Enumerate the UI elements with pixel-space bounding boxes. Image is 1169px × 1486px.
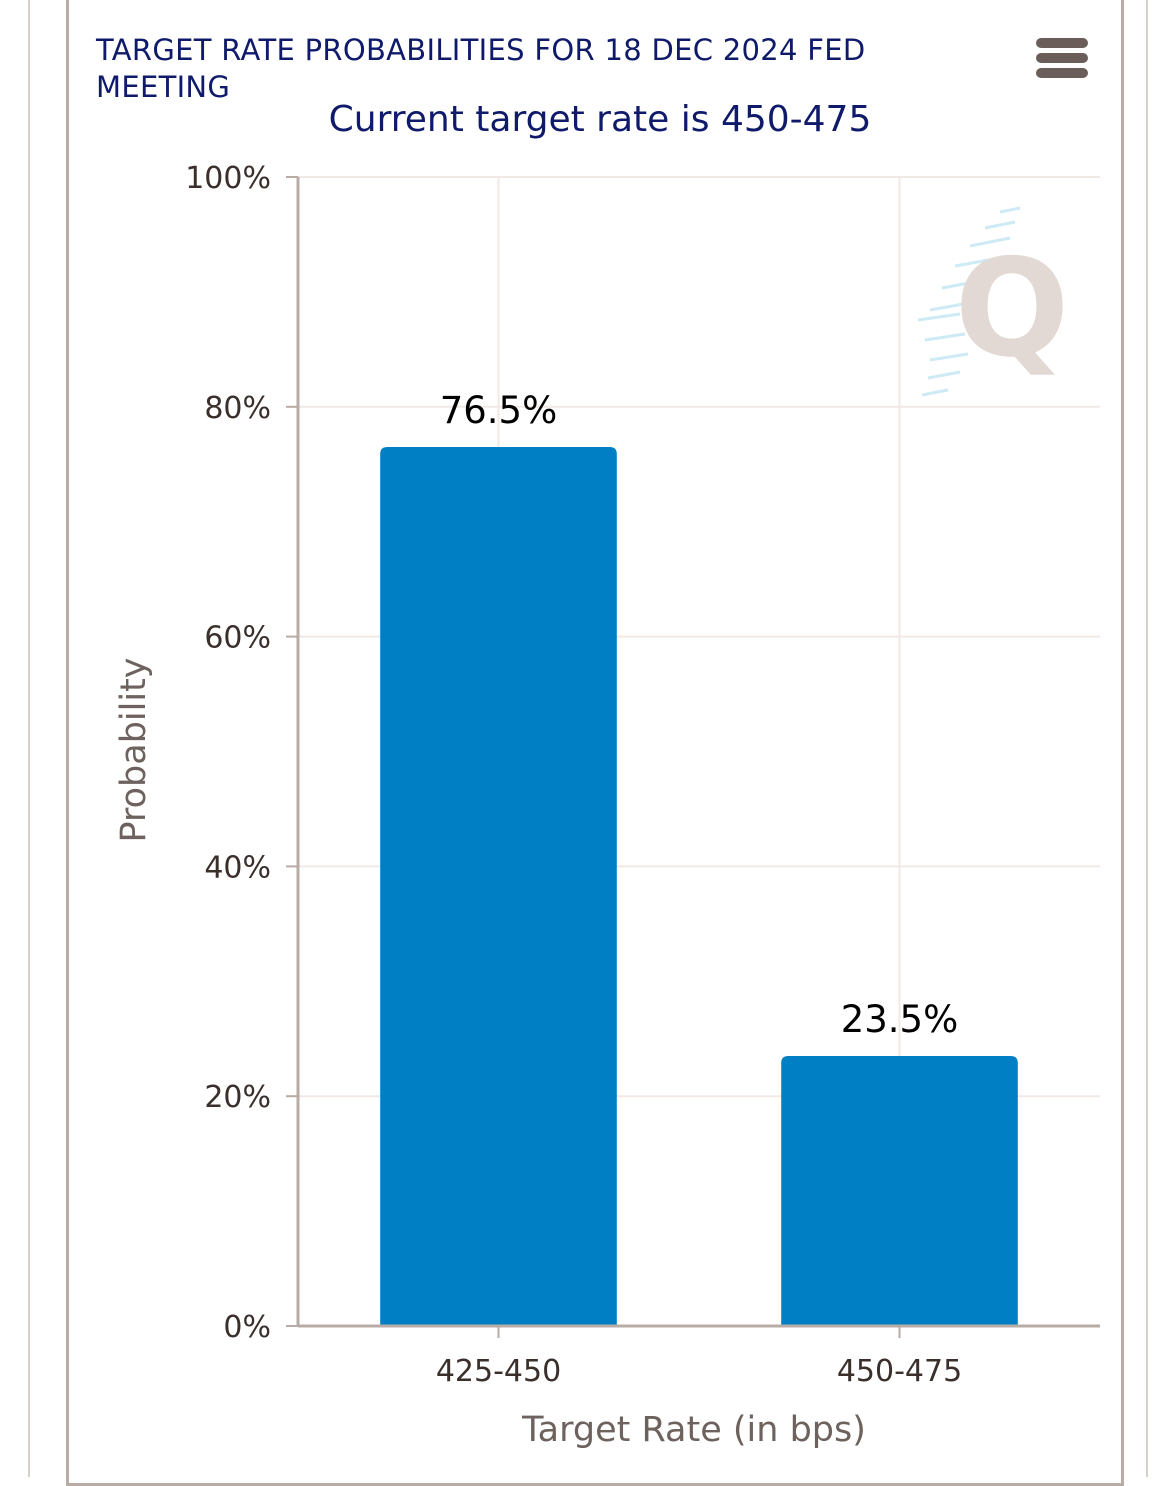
x-tick-label: 425-450 bbox=[436, 1354, 561, 1389]
bar-450-475[interactable] bbox=[781, 1055, 1018, 1326]
bar-425-450[interactable] bbox=[380, 447, 617, 1326]
chart-title: TARGET RATE PROBABILITIES FOR 18 DEC 202… bbox=[96, 33, 866, 104]
x-axis-title: Target Rate (in bps) bbox=[521, 1410, 866, 1450]
watermark-letter: Q bbox=[955, 230, 1070, 387]
axes bbox=[286, 176, 1100, 1338]
menu-bar-bottom bbox=[1036, 68, 1088, 78]
watermark: Q bbox=[917, 206, 1070, 397]
outer-border-right bbox=[1146, 0, 1148, 1477]
y-tick-label: 100% bbox=[185, 161, 271, 196]
y-tick-label: 0% bbox=[223, 1310, 271, 1345]
y-tick-label: 80% bbox=[204, 391, 271, 426]
y-tick-label: 40% bbox=[204, 850, 271, 885]
y-tick-label: 60% bbox=[204, 621, 271, 656]
hamburger-menu-icon[interactable] bbox=[1030, 30, 1094, 86]
x-tick-label: 450-475 bbox=[837, 1354, 962, 1389]
menu-bar-middle bbox=[1036, 53, 1088, 63]
y-tick-label: 20% bbox=[204, 1080, 271, 1115]
bar-data-label: 23.5% bbox=[841, 998, 959, 1041]
watermark-streaks bbox=[917, 206, 1021, 397]
bars bbox=[380, 447, 1018, 1326]
chart-subtitle: Current target rate is 450-475 bbox=[328, 99, 872, 140]
bar-data-label: 76.5% bbox=[440, 389, 558, 432]
outer-border-left bbox=[28, 0, 30, 1477]
labels: 0% 20% 40% 60% 80% 100% 76.5% 425-450 23.5% 450-4… bbox=[114, 161, 962, 1450]
y-axis-title: Probability bbox=[114, 657, 154, 842]
menu-bar-top bbox=[1036, 38, 1088, 48]
